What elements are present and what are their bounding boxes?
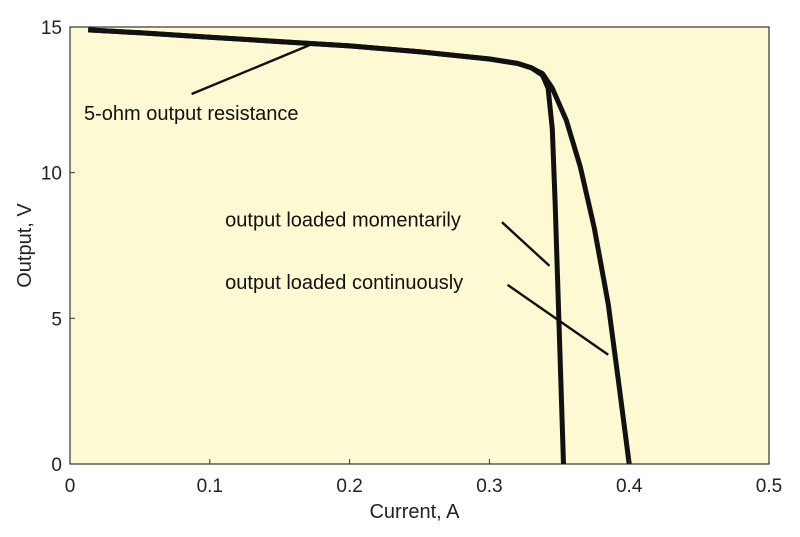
y-tick-label: 0 [51, 455, 62, 476]
x-axis-label: Current, A [369, 501, 460, 523]
x-tick-label: 0.4 [616, 476, 643, 497]
annotation-label-3: output loaded continuously [225, 272, 463, 294]
x-tick-label: 0.5 [756, 476, 782, 497]
x-tick-label: 0.1 [197, 476, 223, 497]
annotation-leader-3 [506, 283, 609, 356]
annotation-label-2: output loaded momentarily [225, 210, 461, 232]
y-tick-label: 15 [41, 18, 62, 39]
x-tick-label: 0 [65, 476, 76, 497]
x-tick-label: 0.3 [476, 476, 502, 497]
series-line-2 [88, 27, 632, 465]
y-tick-label: 10 [41, 164, 62, 185]
axis-ticks: 0 0.1 0.2 0.3 0.4 0.5 0 5 10 15 [41, 18, 782, 497]
annotation-label-1: 5-ohm output resistance [84, 103, 299, 125]
plot-area [69, 26, 770, 465]
annotation-leader-2 [501, 221, 551, 267]
annotation-labels: 5-ohm output resistance output loaded mom… [84, 103, 463, 294]
y-axis-label: Output, V [14, 203, 36, 288]
y-tick-label: 5 [51, 309, 62, 330]
x-tick-label: 0.2 [336, 476, 362, 497]
series-layer [88, 27, 632, 465]
annotation-leader-1 [191, 41, 316, 96]
annotation-leaders [191, 41, 609, 356]
